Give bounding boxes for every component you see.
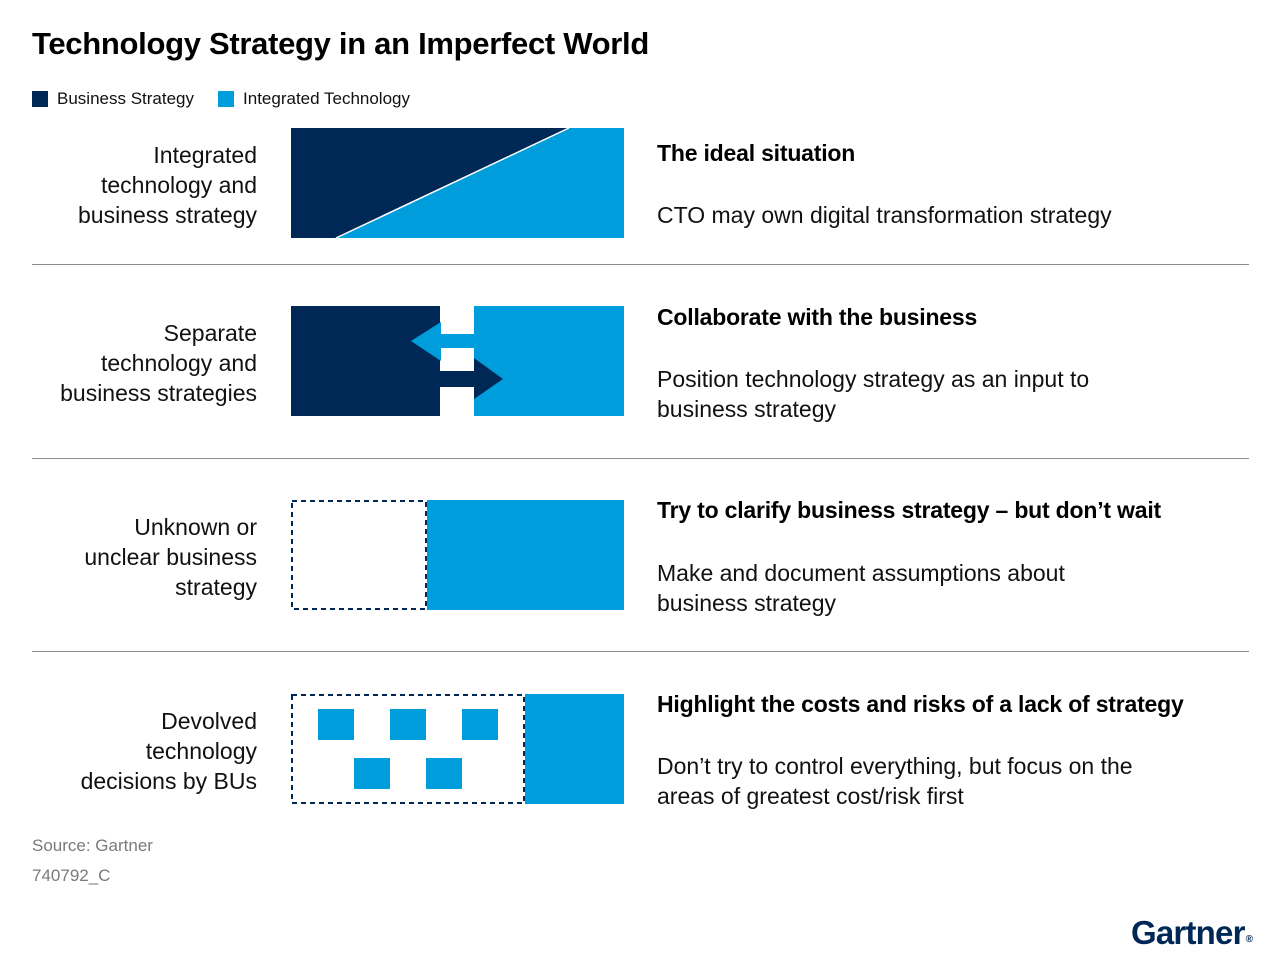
row-2-desc-line: Position technology strategy as an input… [657,366,1090,392]
row-3-desc-line: Make and document assumptions about [657,560,1065,586]
row-2-heading: Collaborate with the business [657,304,978,330]
business-wedge [291,128,569,238]
row-3-description: Make and document assumptions about busi… [657,558,1257,618]
row-1-heading: The ideal situation [657,140,856,166]
row-4-label-line: Devolved [161,708,257,734]
row-3-heading: Try to clarify business strategy – but d… [657,497,1161,523]
integrated-strategy-graphic [291,128,624,239]
legend-swatch-business [32,91,48,107]
devolved-business-block [291,694,525,804]
row-4-desc-line: Don’t try to control everything, but foc… [657,753,1133,779]
row-divider [32,458,1249,459]
bu-tech-square [390,709,426,740]
unclear-strategy-graphic [291,500,624,610]
bu-tech-square [318,709,354,740]
row-4-heading: Highlight the costs and risks of a lack … [657,691,1184,717]
row-2-description: Position technology strategy as an input… [657,364,1257,424]
row-2-label-line: technology and [100,350,257,376]
row-divider [32,651,1249,652]
row-4-label-line: decisions by BUs [80,768,257,794]
row-1-label-line: technology and [100,172,257,198]
arrow-right-icon [440,358,503,399]
legend-item-technology: Integrated Technology [218,89,410,109]
row-2-desc-line: business strategy [657,396,836,422]
logo-text: Gartner [1131,914,1245,951]
row-1-desc-line: CTO may own digital transformation strat… [657,202,1112,228]
row-4-desc-line: areas of greatest cost/risk first [657,783,964,809]
row-1-label-line: Integrated [153,142,257,168]
row-3-desc-line: business strategy [657,590,836,616]
legend-label-technology: Integrated Technology [243,89,410,108]
row-1-label: Integrated technology and business strat… [7,140,257,230]
row-1-description: CTO may own digital transformation strat… [657,200,1257,230]
row-2-label-line: Separate [163,320,257,346]
legend: Business Strategy Integrated Technology [32,89,434,109]
bu-tech-square [354,758,390,789]
row-3-label-line: strategy [175,574,257,600]
row-3-label-line: unclear business [84,544,257,570]
legend-item-business: Business Strategy [32,89,194,109]
row-4-label-line: technology [145,738,257,764]
bu-tech-square [426,758,462,789]
arrow-left-icon [411,322,474,361]
legend-label-business: Business Strategy [57,89,195,108]
row-1-label-line: business strategy [78,202,257,228]
technology-block [474,306,624,416]
legend-swatch-technology [218,91,235,107]
row-2-label: Separate technology and business strateg… [7,318,257,408]
technology-block [525,694,624,804]
row-3-label-line: Unknown or [134,514,257,540]
page-title: Technology Strategy in an Imperfect Worl… [32,26,649,61]
figure-code: 740792_C [32,866,111,885]
row-divider [32,264,1249,265]
business-block [291,306,440,416]
bu-tech-square [462,709,498,740]
source-note: Source: Gartner [32,836,153,855]
row-3-label: Unknown or unclear business strategy [7,512,257,602]
registered-mark: ® [1245,934,1253,945]
unknown-business-block [291,500,427,610]
technology-block [427,500,624,610]
diagonal-divider [335,128,570,239]
separate-strategies-graphic [291,306,624,416]
row-4-label: Devolved technology decisions by BUs [7,706,257,796]
row-2-label-line: business strategies [60,380,257,406]
row-4-description: Don’t try to control everything, but foc… [657,751,1257,811]
gartner-logo: Gartner® [1131,914,1253,952]
devolved-decisions-graphic [291,694,624,804]
